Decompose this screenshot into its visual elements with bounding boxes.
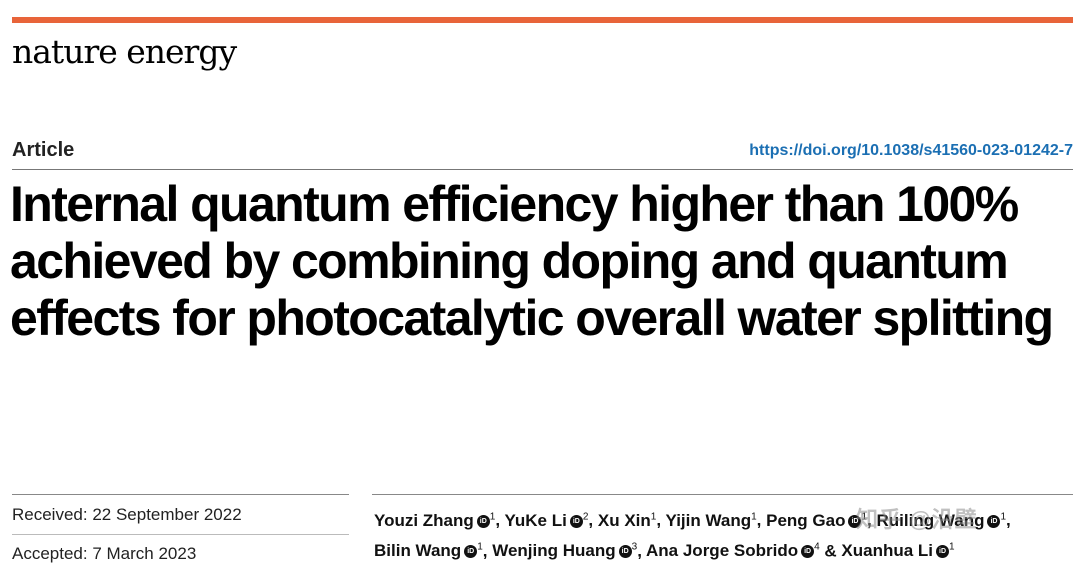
journal-accent-bar (12, 17, 1073, 23)
article-title: Internal quantum efficiency higher than … (10, 176, 1054, 346)
author[interactable]: Ana Jorge Sobrido iD 4 (646, 541, 820, 561)
orcid-icon[interactable]: iD (936, 545, 950, 559)
doi-link[interactable]: https://doi.org/10.1038/s41560-023-01242… (749, 142, 1073, 159)
author[interactable]: Peng Gao iD 1 (766, 510, 868, 530)
article-type-label: Article (12, 139, 75, 161)
orcid-icon[interactable]: iD (618, 545, 632, 559)
author[interactable]: Xu Xin1 (597, 510, 657, 530)
author[interactable]: Wenjing Huang iD 3 (492, 541, 638, 561)
journal-logo[interactable]: nature energy (12, 32, 237, 71)
orcid-icon[interactable]: iD (987, 514, 1001, 528)
orcid-icon[interactable]: iD (569, 514, 583, 528)
author[interactable]: Yijin Wang1 (665, 510, 757, 530)
dates-divider (12, 494, 349, 495)
author[interactable]: Xuanhua Li iD 1 (841, 541, 955, 561)
watermark: 知乎 @沿壁 (856, 507, 978, 532)
dates-separator (12, 534, 349, 535)
header-divider (12, 169, 1073, 170)
author[interactable]: YuKe Li iD 2 (504, 510, 589, 530)
author-list: Youzi Zhang iD 1, YuKe Li iD 2, Xu Xin1, Yij… (374, 510, 1011, 561)
author[interactable]: Ruiling Wang iD 1 (876, 510, 1007, 530)
author[interactable]: Youzi Zhang iD 1 (374, 510, 496, 530)
orcid-icon[interactable]: iD (848, 514, 862, 528)
orcid-icon[interactable]: iD (801, 545, 815, 559)
received-date: Received: 22 September 2022 (12, 505, 242, 524)
author[interactable]: Bilin Wang iD 1 (374, 541, 483, 561)
accepted-date: Accepted: 7 March 2023 (12, 544, 197, 563)
authors-divider (372, 494, 1073, 495)
orcid-icon[interactable]: iD (464, 545, 478, 559)
orcid-icon[interactable]: iD (476, 514, 490, 528)
